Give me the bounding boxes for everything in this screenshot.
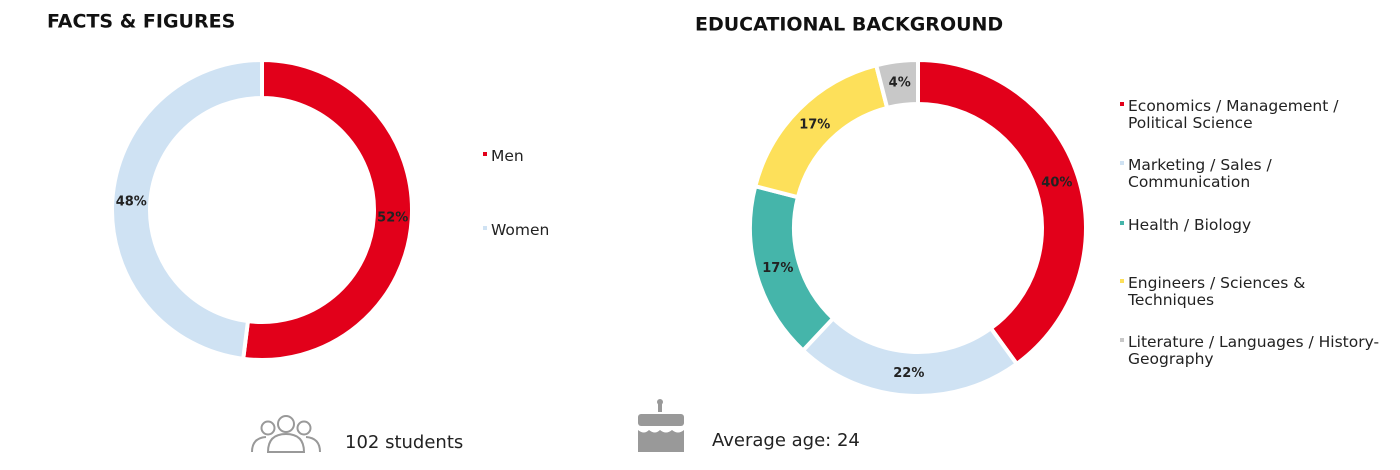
legend-swatch bbox=[1120, 161, 1124, 165]
legend-swatch bbox=[1120, 102, 1124, 106]
people-icon bbox=[251, 415, 321, 453]
legend-label: Health / Biology bbox=[1128, 216, 1252, 234]
legend-label: Economics / Management / Political Scien… bbox=[1128, 97, 1339, 132]
legend-entry: Economics / Management / Political Scien… bbox=[1120, 98, 1390, 132]
legend-label: Engineers / Sciences & Techniques bbox=[1128, 274, 1306, 309]
legend-swatch bbox=[1120, 338, 1124, 342]
legend-entry: Marketing / Sales / Communication bbox=[1120, 157, 1390, 191]
donut-segment bbox=[916, 57, 1089, 367]
chart-title: FACTS & FIGURES bbox=[47, 11, 235, 33]
value-label: 48% bbox=[116, 194, 147, 209]
legend-entry: Engineers / Sciences & Techniques bbox=[1120, 275, 1390, 309]
value-label: 22% bbox=[893, 366, 924, 381]
donut-segment bbox=[873, 57, 920, 111]
legend-swatch bbox=[1120, 221, 1124, 225]
value-label: 40% bbox=[1041, 175, 1072, 190]
value-label: 17% bbox=[799, 117, 830, 132]
legend-label: Women bbox=[491, 221, 550, 239]
legend-entry: Literature / Languages / History-Geograp… bbox=[1120, 334, 1390, 368]
legend-entry: Men bbox=[483, 148, 611, 165]
legend-entry: Women bbox=[483, 222, 611, 239]
donut-segment bbox=[800, 315, 1020, 399]
value-label: 4% bbox=[889, 76, 911, 91]
donut-segment bbox=[240, 57, 414, 362]
value-label: 17% bbox=[762, 261, 793, 276]
cake-icon bbox=[638, 399, 684, 452]
legend-swatch bbox=[483, 226, 487, 230]
legend-label: Men bbox=[491, 147, 524, 165]
legend-swatch bbox=[1120, 279, 1124, 283]
stat-students: 102 students bbox=[345, 432, 463, 453]
legend-swatch bbox=[483, 152, 487, 156]
donut-segment bbox=[110, 57, 264, 362]
chart-title: EDUCATIONAL BACKGROUND bbox=[695, 14, 1003, 36]
value-label: 52% bbox=[377, 211, 408, 226]
legend-label: Literature / Languages / History-Geograp… bbox=[1128, 333, 1380, 368]
stat-age: Average age: 24 bbox=[712, 430, 860, 451]
legend-label: Marketing / Sales / Communication bbox=[1128, 156, 1272, 191]
legend-entry: Health / Biology bbox=[1120, 217, 1390, 234]
